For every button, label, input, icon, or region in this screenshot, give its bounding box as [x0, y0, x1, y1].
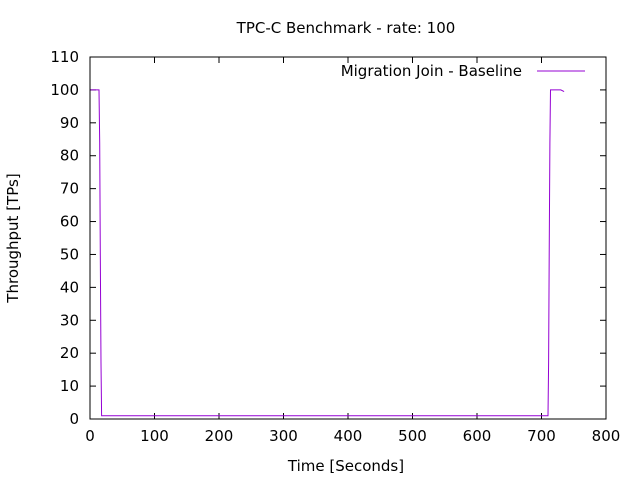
y-tick-label: 50	[60, 245, 79, 263]
x-tick-label: 500	[398, 427, 427, 445]
y-tick-label: 80	[60, 147, 79, 165]
y-tick-label: 40	[60, 278, 79, 296]
x-tick-label: 300	[269, 427, 298, 445]
x-tick-label: 700	[527, 427, 556, 445]
legend-label: Migration Join - Baseline	[341, 62, 522, 80]
y-tick-label: 70	[60, 180, 79, 198]
y-tick-label: 30	[60, 311, 79, 329]
y-tick-label: 10	[60, 377, 79, 395]
x-tick-label: 400	[334, 427, 363, 445]
y-tick-label: 60	[60, 213, 79, 231]
x-tick-label: 0	[85, 427, 95, 445]
plot-frame	[89, 56, 607, 420]
axis-ticks: 0 100 200 300 400 500 600 700 800 0 10 20 30 40 50 60 70…	[50, 48, 620, 445]
x-axis-label: Time [Seconds]	[287, 457, 404, 475]
y-tick-label: 90	[60, 114, 79, 132]
plot-area	[90, 89, 565, 417]
x-tick-label: 200	[205, 427, 234, 445]
chart-title: TPC-C Benchmark - rate: 100	[236, 19, 456, 37]
y-tick-label: 100	[50, 81, 79, 99]
y-axis-label: Throughput [TPs]	[4, 173, 22, 303]
y-tick-label: 0	[69, 410, 79, 428]
x-tick-label: 600	[463, 427, 492, 445]
y-tick-label: 110	[50, 48, 79, 66]
x-tick-label: 100	[140, 427, 169, 445]
y-tick-label: 20	[60, 344, 79, 362]
x-tick-label: 800	[592, 427, 621, 445]
series-line	[90, 89, 565, 417]
legend: Migration Join - Baseline	[341, 62, 585, 80]
